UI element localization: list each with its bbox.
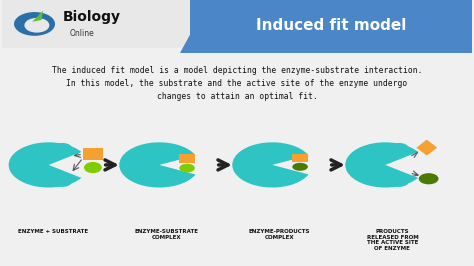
Circle shape xyxy=(54,144,72,153)
Wedge shape xyxy=(9,142,82,188)
Circle shape xyxy=(391,144,408,153)
Wedge shape xyxy=(345,142,418,188)
Polygon shape xyxy=(416,140,437,156)
FancyBboxPatch shape xyxy=(190,0,473,53)
Text: Online: Online xyxy=(70,29,95,38)
Text: Induced fit model: Induced fit model xyxy=(256,18,406,33)
Ellipse shape xyxy=(84,162,102,173)
Ellipse shape xyxy=(419,173,438,184)
Text: Biology: Biology xyxy=(63,10,121,24)
Circle shape xyxy=(54,176,72,186)
FancyBboxPatch shape xyxy=(292,154,308,162)
Circle shape xyxy=(391,176,408,186)
Circle shape xyxy=(25,19,49,32)
Text: PRODUCTS
RELEASED FROM
THE ACTIVE SITE
OF ENZYME: PRODUCTS RELEASED FROM THE ACTIVE SITE O… xyxy=(366,229,418,251)
Wedge shape xyxy=(232,142,309,188)
Text: ENZYME-PRODUCTS
COMPLEX: ENZYME-PRODUCTS COMPLEX xyxy=(249,229,310,240)
Circle shape xyxy=(15,13,55,35)
Text: ENZYME-SUBSTRATE
COMPLEX: ENZYME-SUBSTRATE COMPLEX xyxy=(134,229,199,240)
FancyBboxPatch shape xyxy=(83,148,103,160)
Ellipse shape xyxy=(179,164,195,172)
Text: ENZYME + SUBSTRATE: ENZYME + SUBSTRATE xyxy=(18,229,89,234)
Text: In this model, the substrate and the active site of the enzyme undergo: In this model, the substrate and the act… xyxy=(66,79,408,88)
Ellipse shape xyxy=(292,163,308,171)
Polygon shape xyxy=(32,11,43,22)
Text: changes to attain an optimal fit.: changes to attain an optimal fit. xyxy=(156,92,318,101)
Polygon shape xyxy=(181,0,209,53)
Text: The induced fit model is a model depicting the enzyme-substrate interaction.: The induced fit model is a model depicti… xyxy=(52,66,422,75)
FancyBboxPatch shape xyxy=(179,154,195,163)
Wedge shape xyxy=(119,142,196,188)
FancyBboxPatch shape xyxy=(1,0,200,48)
